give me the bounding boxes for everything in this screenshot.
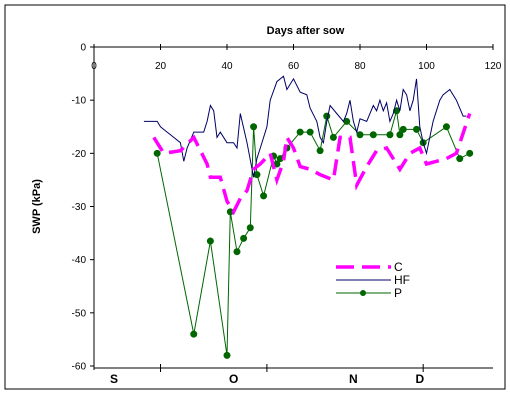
- month-label: N: [349, 372, 358, 386]
- y-tick-label: -60: [72, 362, 87, 373]
- data-point: [413, 125, 421, 133]
- month-label: O: [229, 372, 238, 386]
- y-axis-title: SWP (kPa): [31, 179, 43, 234]
- y-tick-label: -40: [72, 255, 87, 266]
- y-tick-label: 0: [80, 43, 86, 54]
- legend-label-p: P: [394, 286, 402, 300]
- data-point: [399, 125, 407, 133]
- x-tick-label: 20: [155, 61, 167, 72]
- x-axis-title: Days after sow: [267, 25, 345, 37]
- y-tick-label: -50: [72, 308, 87, 319]
- chart-frame: [4, 4, 506, 390]
- series-c: [152, 112, 472, 216]
- legend-label-hf: HF: [394, 273, 410, 287]
- data-point: [466, 149, 474, 157]
- data-point: [442, 123, 450, 131]
- x-tick-label: 120: [485, 61, 502, 72]
- data-point: [356, 131, 364, 139]
- y-tick-label: -30: [72, 202, 87, 213]
- data-point: [240, 234, 248, 242]
- legend-marker: [360, 290, 366, 296]
- x-tick-label: 0: [91, 61, 97, 72]
- x-tick-label: 40: [221, 61, 233, 72]
- series-layer: [143, 75, 474, 359]
- x-tick-label: 100: [418, 61, 435, 72]
- series-line-hf: [143, 75, 467, 178]
- x-tick-label: 60: [288, 61, 300, 72]
- data-point: [306, 128, 314, 136]
- data-point: [233, 248, 241, 256]
- data-point: [329, 133, 337, 141]
- axes: 0 -10 -20 -30 -40 -50 -60 0 20 40 60 80 100 120: [72, 43, 502, 373]
- y-tick-label: -20: [72, 149, 87, 160]
- data-point: [206, 237, 214, 245]
- month-label: S: [110, 372, 118, 386]
- data-point: [246, 224, 254, 232]
- data-point: [296, 128, 304, 136]
- y-tick-label: -10: [72, 96, 87, 107]
- series-hf: [143, 75, 467, 178]
- data-point: [190, 330, 198, 338]
- data-point: [369, 131, 377, 139]
- data-point: [456, 155, 464, 163]
- x-tick-label: 80: [354, 61, 366, 72]
- data-point: [260, 192, 268, 200]
- data-point: [316, 147, 324, 155]
- data-point: [250, 123, 258, 131]
- data-point: [223, 351, 231, 359]
- data-point: [396, 131, 404, 139]
- data-point: [323, 112, 331, 120]
- data-point: [153, 149, 161, 157]
- month-label: D: [416, 372, 425, 386]
- data-point: [386, 131, 394, 139]
- legend-label-c: C: [394, 260, 403, 274]
- series-line-c: [152, 112, 472, 216]
